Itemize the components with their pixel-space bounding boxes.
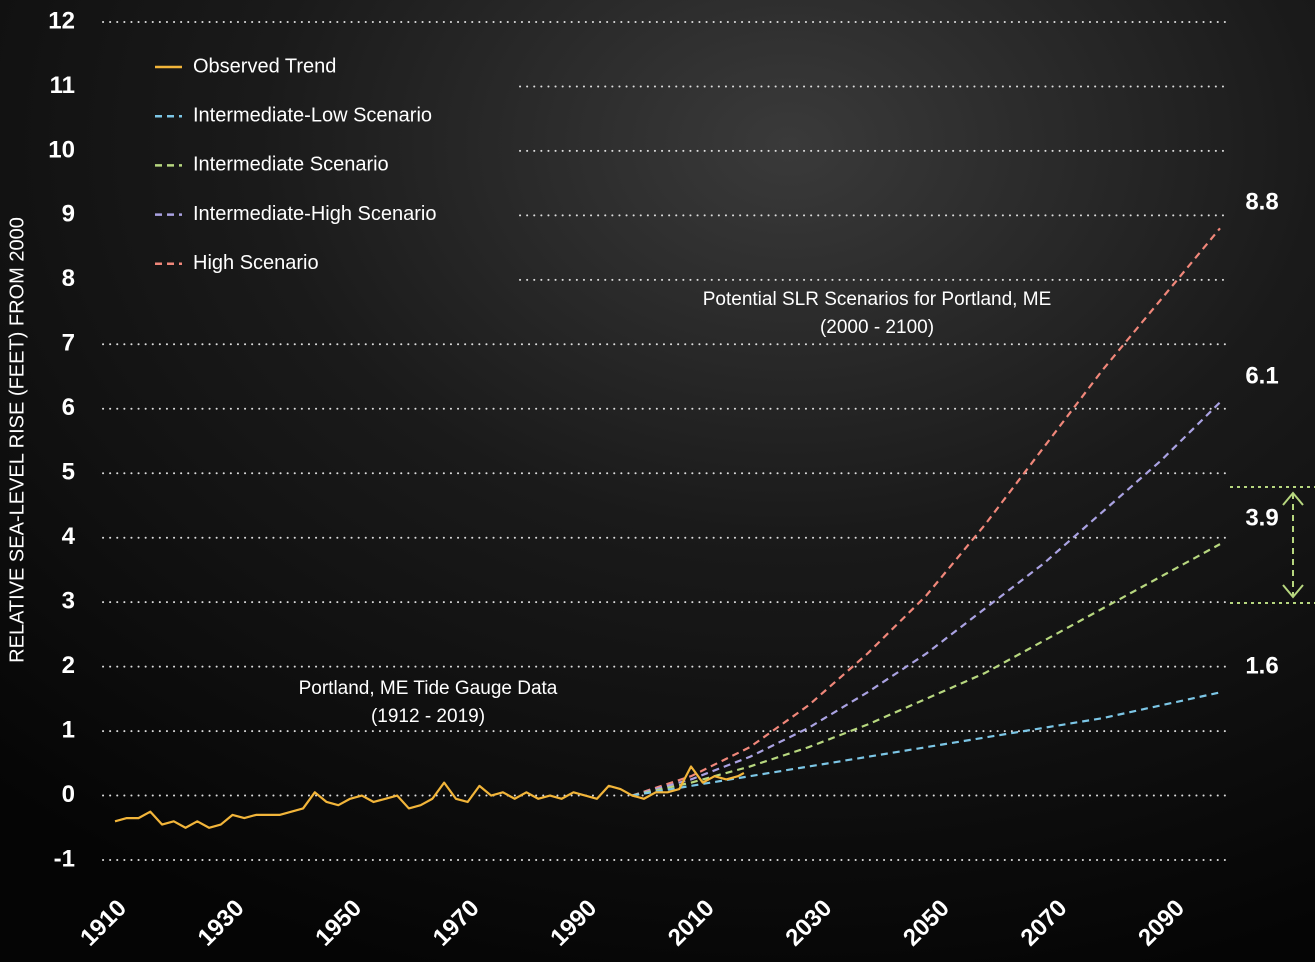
series-line (114, 765, 745, 829)
end-value-label: 3.9 (1245, 504, 1278, 531)
y-tick-label: 2 (62, 652, 75, 679)
legend-label: High Scenario (193, 252, 319, 274)
legend-label: Observed Trend (193, 55, 336, 77)
series-line (631, 401, 1221, 797)
y-tick-label: 3 (62, 587, 75, 614)
end-value-label: 1.6 (1245, 653, 1278, 680)
legend-label: Intermediate-High Scenario (193, 203, 436, 225)
legend-label: Intermediate-Low Scenario (193, 104, 432, 126)
series-line (631, 543, 1221, 797)
range-bracket (1230, 486, 1315, 604)
y-tick-label: 6 (62, 394, 75, 421)
y-tick-label: 0 (62, 781, 75, 808)
annotation: Potential SLR Scenarios for Portland, ME (703, 289, 1052, 310)
annotation: (2000 - 2100) (820, 317, 934, 338)
y-tick-label: 12 (48, 7, 75, 34)
legend-label: Intermediate Scenario (193, 154, 389, 176)
y-tick-label: 11 (50, 72, 75, 99)
end-value-label: 6.1 (1245, 363, 1278, 390)
y-tick-label: 4 (62, 523, 76, 550)
y-axis-label: RELATIVE SEA-LEVEL RISE (FEET) FROM 2000 (6, 217, 28, 663)
y-tick-label: 7 (62, 330, 75, 357)
y-tick-label: 1 (62, 716, 75, 743)
end-value-label: 8.8 (1245, 189, 1278, 216)
y-tick-label: 10 (48, 136, 75, 163)
annotation: Portland, ME Tide Gauge Data (299, 678, 558, 699)
y-tick-label: 9 (62, 201, 75, 228)
y-tick-label: 8 (62, 265, 75, 292)
y-tick-label: -1 (54, 845, 75, 872)
annotation: (1912 - 2019) (371, 706, 485, 727)
series-line (631, 227, 1221, 797)
y-tick-label: 5 (62, 459, 75, 486)
